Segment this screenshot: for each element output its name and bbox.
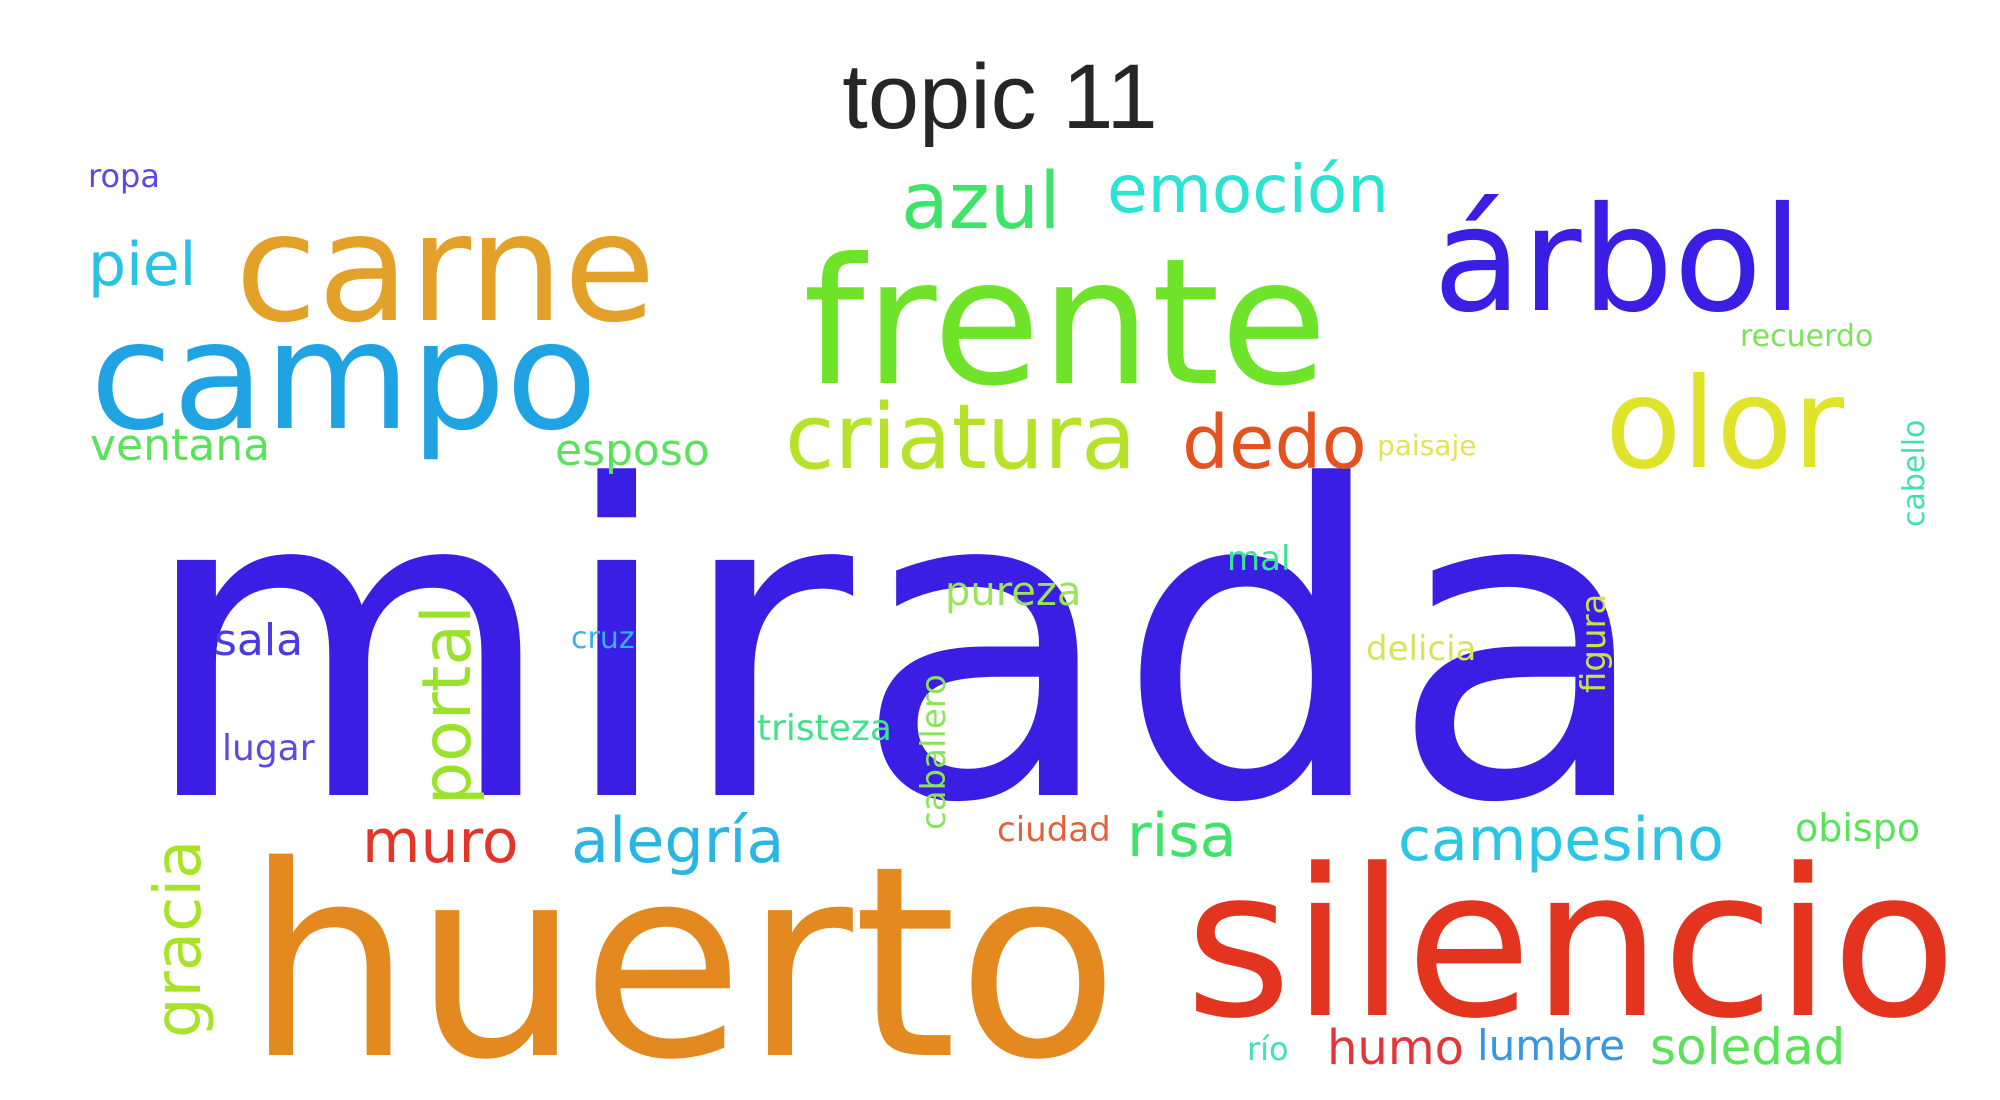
cloud-word: carne [235,182,656,356]
cloud-word: cabello [1897,420,1932,527]
cloud-word: tristeza [757,708,892,749]
cloud-word: muro [362,807,519,877]
cloud-word: ciudad [997,810,1111,850]
cloud-word: obispo [1795,806,1920,850]
cloud-word: paisaje [1377,429,1476,462]
cloud-word: gracia [142,840,216,1038]
cloud-word: campesino [1398,805,1724,875]
cloud-word: criatura [785,385,1136,490]
cloud-word: lugar [222,728,315,769]
cloud-word: azul [901,157,1061,247]
cloud-word: huerto [245,810,1119,1100]
cloud-title: topic 11 [842,46,1158,148]
cloud-word: mirada [138,397,1653,897]
cloud-word: esposo [555,425,710,476]
cloud-word: piel [88,230,196,300]
cloud-word: ventana [90,420,270,471]
cloud-word: delicia [1366,629,1476,669]
cloud-word: risa [1127,801,1236,871]
cloud-word: lumbre [1477,1021,1625,1070]
cloud-word: figura [1574,594,1614,693]
cloud-word: caballero [914,674,954,830]
cloud-word: humo [1327,1020,1464,1076]
cloud-word: pureza [945,569,1081,615]
cloud-word: río [1247,1030,1289,1068]
cloud-word: recuerdo [1740,319,1873,354]
cloud-word: silencio [1185,826,1957,1064]
cloud-word: emoción [1107,151,1389,228]
cloud-word: campo [90,290,598,464]
cloud-word: sala [214,615,303,666]
cloud-word: olor [1605,352,1845,497]
cloud-word: soledad [1650,1018,1845,1076]
cloud-word: árbol [1433,176,1803,345]
cloud-word: cruz [571,621,635,656]
cloud-word: ropa [88,157,160,195]
cloud-word: mal [1227,539,1290,579]
cloud-word: dedo [1182,400,1367,486]
cloud-word: alegría [571,804,784,877]
cloud-word: frente [803,222,1328,425]
cloud-word: portal [408,605,487,805]
